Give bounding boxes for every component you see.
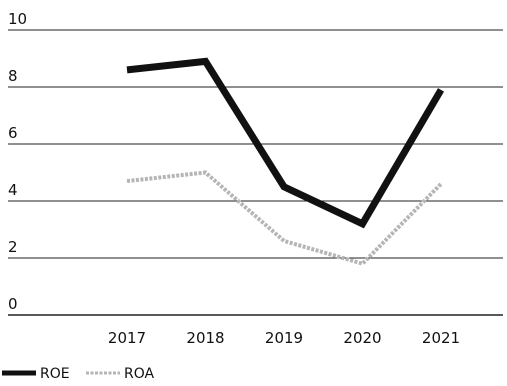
gridlines xyxy=(8,29,503,316)
x-tick-label: 2021 xyxy=(422,329,460,347)
y-tick-label: 0 xyxy=(8,295,18,313)
x-tick-label: 2020 xyxy=(343,329,381,347)
y-tick-label: 2 xyxy=(8,238,18,256)
x-tick-label: 2017 xyxy=(108,329,146,347)
y-tick-label: 10 xyxy=(8,10,27,28)
y-tick-label: 4 xyxy=(8,181,18,199)
x-tick-labels: 2017 2018 2019 2020 2021 xyxy=(108,329,460,347)
legend: ROE ROA xyxy=(2,366,155,382)
y-tick-label: 6 xyxy=(8,124,18,142)
y-tick-label: 8 xyxy=(8,67,18,85)
series-line-roa xyxy=(126,170,443,266)
legend-label-roe: ROE xyxy=(40,366,70,382)
series-line-roe xyxy=(126,57,445,229)
legend-label-roa: ROA xyxy=(124,366,155,382)
series-lines xyxy=(126,57,445,266)
y-tick-labels: 0 2 4 6 8 10 xyxy=(8,10,27,313)
x-tick-label: 2018 xyxy=(186,329,224,347)
x-tick-label: 2019 xyxy=(265,329,303,347)
